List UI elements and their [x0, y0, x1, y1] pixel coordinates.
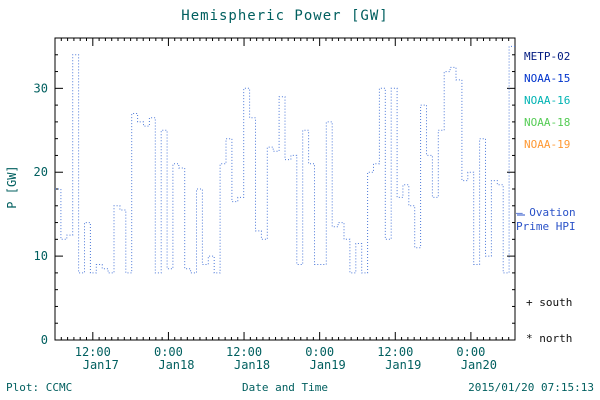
legend-item-noaa18: NOAA-18	[524, 116, 571, 129]
legend-item-noaa19: NOAA-19	[524, 138, 571, 151]
x-tick-date-label: Jan17	[83, 358, 119, 372]
x-tick-time-label: 12:00	[226, 345, 262, 359]
legend-item-noaa16: NOAA-16	[524, 94, 571, 107]
x-axis-label: Date and Time	[241, 381, 329, 394]
north-marker-label: * north	[526, 332, 573, 345]
x-tick-date-label: Jan18	[234, 358, 270, 372]
x-tick-date-label: Jan20	[461, 358, 497, 372]
x-tick-time-label: 0:00	[154, 345, 183, 359]
ovation-prime-hpi-label: – Ovation Prime HPI	[516, 206, 576, 234]
x-tick-time-label: 0:00	[305, 345, 334, 359]
x-tick-time-label: 12:00	[75, 345, 111, 359]
satellite-legend: METP-02 NOAA-15 NOAA-16 NOAA-18 NOAA-19	[524, 46, 570, 156]
x-tick-time-label: 0:00	[456, 345, 485, 359]
x-tick-date-label: Jan19	[310, 358, 346, 372]
x-tick-date-label: Jan18	[158, 358, 194, 372]
legend-item-metp02: METP-02	[524, 50, 571, 63]
ovation-label-line1: – Ovation	[516, 206, 576, 219]
plot-timestamp: 2015/01/20 07:15:13	[468, 381, 594, 394]
y-tick-label: 30	[34, 81, 48, 95]
chart-title: Hemispheric Power [GW]	[181, 8, 389, 24]
hpi-step-line	[55, 45, 515, 274]
ovation-label-line2: Prime HPI	[516, 220, 576, 233]
y-tick-label: 10	[34, 249, 48, 263]
y-tick-label: 0	[41, 333, 48, 347]
south-marker-label: + south	[526, 296, 573, 309]
legend-item-noaa15: NOAA-15	[524, 72, 571, 85]
y-tick-label: 20	[34, 165, 48, 179]
axes-box	[54, 37, 516, 341]
x-tick-date-label: Jan19	[385, 358, 421, 372]
x-tick-time-label: 12:00	[377, 345, 413, 359]
plot-credit: Plot: CCMC	[6, 381, 73, 394]
